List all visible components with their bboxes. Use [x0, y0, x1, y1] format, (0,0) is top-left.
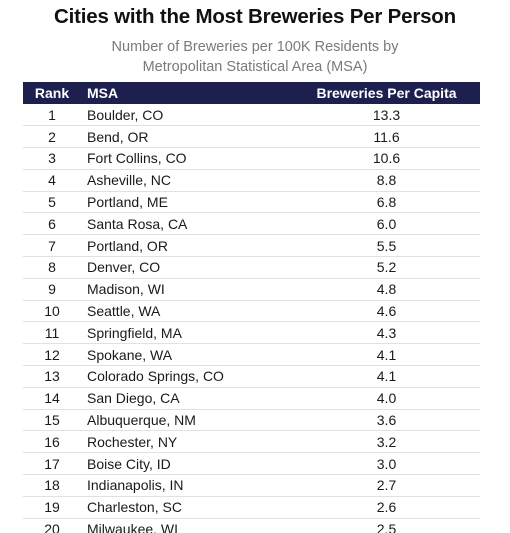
rank-cell: 13: [23, 365, 81, 388]
msa-cell: Milwaukee, WI: [81, 518, 293, 533]
table-row: 14 San Diego, CA 4.0: [23, 387, 480, 410]
rank-cell: 9: [23, 278, 81, 301]
breweries-value-cell: 3.6: [293, 409, 480, 432]
rank-cell: 7: [23, 234, 81, 258]
breweries-value-cell: 4.0: [293, 387, 480, 410]
msa-cell: Santa Rosa, CA: [81, 212, 293, 236]
breweries-value-cell: 4.8: [293, 278, 480, 301]
table-row: 16 Rochester, NY 3.2: [23, 430, 480, 454]
msa-cell: Bend, OR: [81, 125, 293, 149]
breweries-value-cell: 13.3: [293, 104, 480, 127]
msa-cell: Charleston, SC: [81, 496, 293, 519]
rank-cell: 5: [23, 191, 81, 214]
breweries-value-cell: 5.2: [293, 256, 480, 279]
table-row: 18 Indianapolis, IN 2.7: [23, 474, 480, 497]
msa-cell: Madison, WI: [81, 278, 293, 301]
breweries-value-cell: 4.1: [293, 365, 480, 388]
rank-cell: 3: [23, 147, 81, 170]
breweries-value-cell: 6.8: [293, 191, 480, 214]
table-row: 5 Portland, ME 6.8: [23, 191, 480, 214]
table-header-row: Rank MSA Breweries Per Capita: [23, 82, 480, 104]
table-row: 20 Milwaukee, WI 2.5: [23, 518, 480, 533]
msa-cell: Fort Collins, CO: [81, 147, 293, 170]
breweries-value-cell: 4.1: [293, 343, 480, 367]
rank-cell: 10: [23, 300, 81, 323]
table-row: 6 Santa Rosa, CA 6.0: [23, 212, 480, 236]
breweries-value-cell: 2.6: [293, 496, 480, 519]
table-row: 13 Colorado Springs, CO 4.1: [23, 365, 480, 388]
table-row: 4 Asheville, NC 8.8: [23, 169, 480, 192]
msa-cell: Seattle, WA: [81, 300, 293, 323]
rank-cell: 19: [23, 496, 81, 519]
column-header-rank: Rank: [34, 85, 70, 101]
table-row: 2 Bend, OR 11.6: [23, 125, 480, 149]
msa-cell: Albuquerque, NM: [81, 409, 293, 432]
msa-cell: Indianapolis, IN: [81, 474, 293, 497]
rank-cell: 16: [23, 430, 81, 454]
breweries-value-cell: 2.5: [293, 518, 480, 533]
table-row: 15 Albuquerque, NM 3.6: [23, 409, 480, 432]
msa-cell: Portland, ME: [81, 191, 293, 214]
msa-cell: Spokane, WA: [81, 343, 293, 367]
chart-subtitle: Number of Breweries per 100K Residents b…: [111, 39, 399, 75]
rank-cell: 1: [23, 104, 81, 127]
breweries-value-cell: 10.6: [293, 147, 480, 170]
breweries-value-cell: 4.6: [293, 300, 480, 323]
rank-cell: 8: [23, 256, 81, 279]
rank-cell: 12: [23, 343, 81, 367]
rank-cell: 20: [23, 518, 81, 533]
rank-cell: 6: [23, 212, 81, 236]
breweries-value-cell: 3.2: [293, 430, 480, 454]
table-row: 3 Fort Collins, CO 10.6: [23, 147, 480, 170]
msa-cell: Rochester, NY: [81, 430, 293, 454]
table-row: 11 Springfield, MA 4.3: [23, 321, 480, 345]
table-row: 1 Boulder, CO 13.3: [23, 104, 480, 127]
msa-cell: Denver, CO: [81, 256, 293, 279]
table-row: 7 Portland, OR 5.5: [23, 234, 480, 258]
msa-cell: Springfield, MA: [81, 321, 293, 345]
table-row: 9 Madison, WI 4.8: [23, 278, 480, 301]
msa-cell: San Diego, CA: [81, 387, 293, 410]
msa-cell: Boulder, CO: [81, 104, 293, 127]
breweries-value-cell: 4.3: [293, 321, 480, 345]
breweries-value-cell: 2.7: [293, 474, 480, 497]
column-header-breweries-per-capita: Breweries Per Capita: [316, 85, 457, 101]
rank-cell: 15: [23, 409, 81, 432]
table-row: 8 Denver, CO 5.2: [23, 256, 480, 279]
rank-cell: 18: [23, 474, 81, 497]
msa-cell: Asheville, NC: [81, 169, 293, 192]
table-row: 17 Boise City, ID 3.0: [23, 452, 480, 476]
table-row: 12 Spokane, WA 4.1: [23, 343, 480, 367]
breweries-value-cell: 5.5: [293, 234, 480, 258]
breweries-value-cell: 6.0: [293, 212, 480, 236]
breweries-table: Rank MSA Breweries Per Capita 1 Boulder, …: [23, 82, 480, 533]
rank-cell: 2: [23, 125, 81, 149]
rank-cell: 11: [23, 321, 81, 345]
column-header-msa: MSA: [87, 85, 119, 101]
msa-cell: Boise City, ID: [81, 452, 293, 476]
breweries-value-cell: 8.8: [293, 169, 480, 192]
rank-cell: 4: [23, 169, 81, 192]
chart-title: Cities with the Most Breweries Per Perso…: [54, 5, 456, 28]
breweries-value-cell: 3.0: [293, 452, 480, 476]
rank-cell: 17: [23, 452, 81, 476]
table-row: 19 Charleston, SC 2.6: [23, 496, 480, 519]
rank-cell: 14: [23, 387, 81, 410]
msa-cell: Portland, OR: [81, 234, 293, 258]
table-body: 1 Boulder, CO 13.3 2 Bend, OR 11.6 3 Fort Colli…: [23, 104, 480, 533]
msa-cell: Colorado Springs, CO: [81, 365, 293, 388]
breweries-value-cell: 11.6: [293, 125, 480, 149]
table-row: 10 Seattle, WA 4.6: [23, 300, 480, 323]
